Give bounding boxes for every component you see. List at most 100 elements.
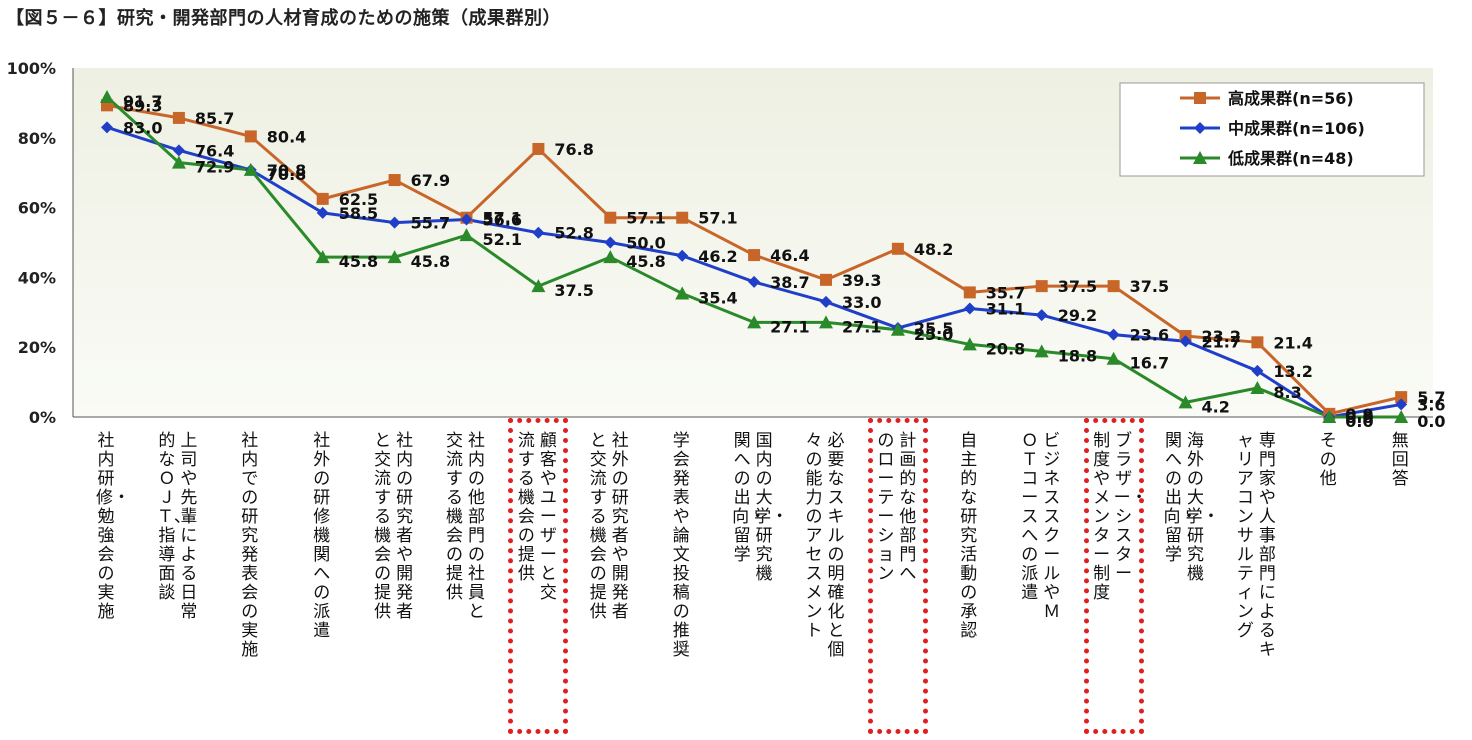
data-label: 55.7 bbox=[411, 214, 450, 233]
x-tick-label: 自主的な研究活動の承認 bbox=[960, 431, 978, 641]
data-point bbox=[1395, 391, 1408, 404]
x-tick-label: 交流する機会の提供 bbox=[446, 431, 463, 603]
data-label: 23.2 bbox=[1202, 327, 1241, 346]
data-label: 76.8 bbox=[554, 140, 593, 159]
highlight-box bbox=[508, 418, 569, 734]
chart-title: 【図５－６】研究・開発部門の人材育成のための施策（成果群別） bbox=[6, 8, 561, 29]
data-label: 31.1 bbox=[986, 299, 1025, 318]
data-label: 45.8 bbox=[339, 252, 378, 271]
data-point bbox=[531, 279, 546, 293]
data-point bbox=[819, 315, 833, 329]
data-label: 57.1 bbox=[698, 209, 737, 228]
x-tick-label: 無回答 bbox=[1391, 431, 1409, 489]
data-point bbox=[891, 242, 904, 255]
x-tick-label: ビジネススクールやＭ bbox=[1043, 431, 1061, 622]
data-point bbox=[1034, 344, 1049, 358]
data-point bbox=[172, 144, 185, 157]
legend-label: 中成果群(n=106) bbox=[1228, 119, 1365, 138]
x-tick-label: ＯＴコースへの派遣 bbox=[1021, 431, 1039, 603]
legend-marker bbox=[1194, 92, 1206, 104]
data-point bbox=[316, 206, 329, 219]
data-label: 45.8 bbox=[626, 252, 665, 271]
x-tick-label: 社内での研究発表会の実施 bbox=[241, 431, 259, 660]
x-tick-label: 国内の大学・研究機 bbox=[754, 431, 789, 584]
data-label: 20.8 bbox=[986, 339, 1025, 358]
data-point bbox=[532, 142, 545, 155]
data-point bbox=[172, 111, 185, 124]
data-label: 3.6 bbox=[1417, 395, 1445, 414]
legend-marker bbox=[1193, 151, 1207, 164]
data-point bbox=[460, 213, 473, 226]
data-point bbox=[962, 337, 977, 351]
data-label: 46.4 bbox=[770, 246, 809, 265]
data-label: 0.0 bbox=[1345, 408, 1373, 427]
data-point bbox=[316, 192, 329, 205]
data-label: 52.8 bbox=[554, 224, 593, 243]
data-point bbox=[676, 211, 689, 224]
data-label: 0.9 bbox=[1345, 405, 1373, 424]
data-point bbox=[532, 226, 545, 239]
x-tick-label: のローテーション bbox=[877, 431, 895, 584]
data-label: 80.4 bbox=[267, 127, 306, 146]
x-tick-label: 制度やメンター制度 bbox=[1093, 431, 1111, 603]
data-label: 76.4 bbox=[195, 141, 234, 160]
data-label: 21.7 bbox=[1202, 332, 1241, 351]
y-tick-label: 40% bbox=[18, 268, 56, 287]
data-label: 35.4 bbox=[698, 288, 737, 307]
data-label: 16.7 bbox=[1130, 354, 1169, 373]
y-tick-label: 80% bbox=[18, 129, 56, 148]
x-tick-label: 社内の研究者や開発者 bbox=[396, 431, 414, 622]
data-point bbox=[604, 236, 617, 249]
data-point bbox=[1106, 351, 1121, 365]
data-point bbox=[1395, 398, 1408, 411]
data-label: 57.1 bbox=[483, 209, 522, 228]
x-tick-label: 計画的な他部門へ bbox=[899, 431, 917, 584]
data-label: 5.7 bbox=[1417, 388, 1445, 407]
data-point bbox=[243, 162, 258, 176]
data-point bbox=[748, 249, 761, 262]
legend-label: 高成果群(n=56) bbox=[1228, 89, 1354, 108]
data-label: 27.1 bbox=[842, 317, 881, 336]
data-label: 62.5 bbox=[339, 190, 378, 209]
data-point bbox=[1251, 364, 1264, 377]
x-tick-label: 社内研修・勉強会の実施 bbox=[96, 431, 130, 622]
data-point bbox=[244, 130, 257, 143]
data-label: 25.0 bbox=[914, 325, 953, 344]
data-label: 21.4 bbox=[1273, 333, 1312, 352]
data-label: 4.2 bbox=[1202, 397, 1230, 416]
data-point bbox=[1107, 280, 1120, 293]
x-tick-label: 学会発表や論文投稿の推奨 bbox=[672, 431, 690, 660]
data-point bbox=[1178, 395, 1193, 409]
data-point bbox=[1035, 309, 1048, 322]
legend: 高成果群(n=56) 中成果群(n=106) 低成果群(n=48) bbox=[1119, 82, 1425, 177]
data-point bbox=[676, 249, 689, 262]
data-label: 56.6 bbox=[483, 210, 522, 229]
x-tick-label: 必要なスキルの明確化と個 bbox=[827, 431, 845, 660]
data-label: 0.0 bbox=[1417, 412, 1445, 431]
x-tick-label: 社外の研修機関への派遣 bbox=[313, 431, 331, 641]
x-tick-label: 専門家や人事部門によるキ bbox=[1258, 431, 1276, 660]
data-label: 39.3 bbox=[842, 271, 881, 290]
data-point bbox=[315, 250, 330, 264]
data-label: 89.3 bbox=[123, 96, 162, 115]
data-label: 33.0 bbox=[842, 293, 881, 312]
data-point bbox=[387, 250, 402, 264]
y-tick-label: 100% bbox=[7, 59, 56, 78]
x-tick-label: 海外の大学・研究機 bbox=[1185, 431, 1220, 584]
data-point bbox=[459, 228, 474, 242]
data-point bbox=[1179, 335, 1192, 348]
highlight-box bbox=[1083, 418, 1144, 734]
data-label: 38.7 bbox=[770, 273, 809, 292]
x-tick-label: 流する機会の提供 bbox=[517, 431, 535, 584]
data-label: 46.2 bbox=[698, 247, 737, 266]
data-point bbox=[388, 174, 401, 187]
x-tick-label: 的なＯＪＴ、指導面談 bbox=[156, 431, 191, 603]
data-label: 52.1 bbox=[483, 230, 522, 249]
data-point bbox=[675, 286, 690, 300]
data-label: 45.8 bbox=[411, 252, 450, 271]
data-label: 35.7 bbox=[986, 283, 1025, 302]
data-label: 18.8 bbox=[1058, 346, 1097, 365]
data-label: 25.5 bbox=[914, 319, 953, 338]
data-point bbox=[890, 322, 905, 336]
